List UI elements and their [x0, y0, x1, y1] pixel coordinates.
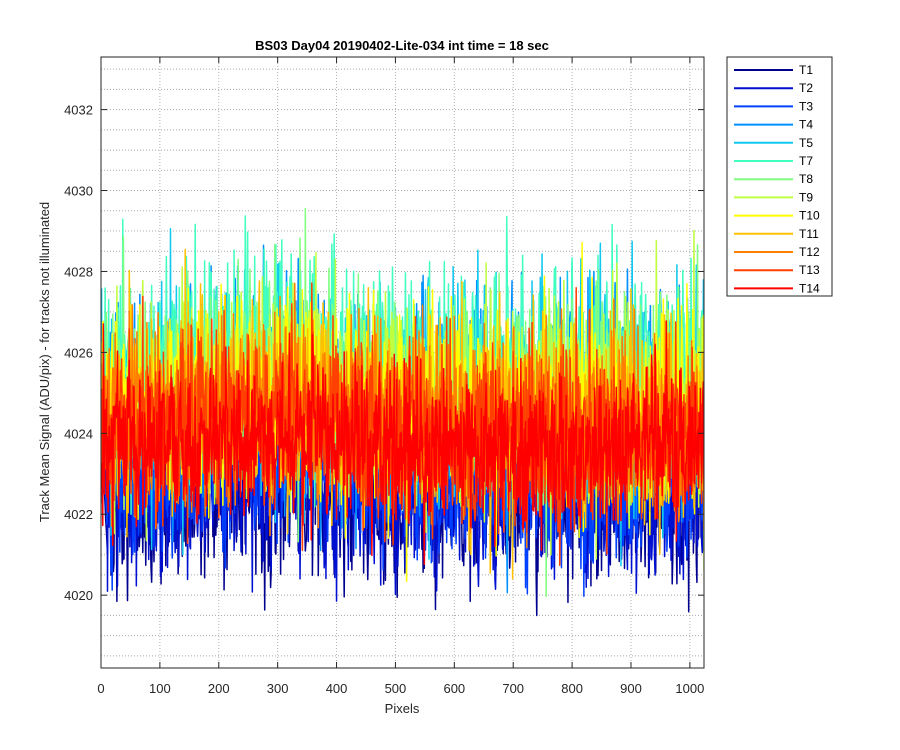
- legend-label-t5: T5: [799, 136, 813, 150]
- plot-frame: [100, 56, 705, 669]
- chart-title: BS03 Day04 20190402-Lite-034 int time = …: [255, 38, 549, 53]
- legend-label-t4: T4: [799, 118, 813, 132]
- legend-label-t3: T3: [799, 99, 813, 113]
- x-tick-label-6: 600: [443, 681, 465, 696]
- x-tick-label-7: 700: [502, 681, 524, 696]
- series-line-t13: [101, 282, 704, 567]
- x-axis-label: Pixels: [385, 701, 420, 716]
- x-tick-label-4: 400: [326, 681, 348, 696]
- y-tick-label-3: 4026: [64, 345, 93, 360]
- y-tick-label-1: 4022: [64, 507, 93, 522]
- axis-ticks: 0 100 200 300 400 500 600 700 800 900 1000 4020 4022…: [64, 57, 704, 696]
- y-tick-label-5: 4030: [64, 184, 93, 199]
- x-tick-label-2: 200: [208, 681, 230, 696]
- y-tick-label-6: 4032: [64, 103, 93, 118]
- y-tick-label-4: 4028: [64, 264, 93, 279]
- y-tick-label-2: 4024: [64, 426, 93, 441]
- x-tick-label-1: 100: [149, 681, 171, 696]
- legend-label-t12: T12: [799, 245, 820, 259]
- legend-label-t11: T11: [799, 227, 819, 241]
- legend-label-t2: T2: [799, 81, 813, 95]
- x-tick-label-3: 300: [267, 681, 289, 696]
- legend-label-t8: T8: [799, 172, 813, 186]
- legend-label-t7: T7: [799, 154, 813, 168]
- x-tick-label-10: 1000: [675, 681, 704, 696]
- legend-label-t10: T10: [799, 209, 820, 223]
- x-tick-label-0: 0: [97, 681, 104, 696]
- legend: T1 T2 T3 T4 T5 T7 T8 T9 T10 T11 T12 T13 T14: [726, 56, 833, 297]
- legend-box: [726, 56, 833, 297]
- legend-label-t14: T14: [799, 281, 820, 295]
- x-tick-label-9: 900: [620, 681, 642, 696]
- x-tick-label-8: 800: [561, 681, 583, 696]
- x-tick-label-5: 500: [385, 681, 407, 696]
- y-axis-label: Track Mean Signal (ADU/pix) - for tracks…: [37, 202, 52, 522]
- legend-label-t1: T1: [799, 63, 813, 77]
- series-line-t14: [101, 320, 704, 566]
- legend-label-t9: T9: [799, 190, 813, 204]
- y-tick-label-0: 4020: [64, 588, 93, 603]
- series-layer: [101, 207, 704, 617]
- legend-label-t13: T13: [799, 263, 820, 277]
